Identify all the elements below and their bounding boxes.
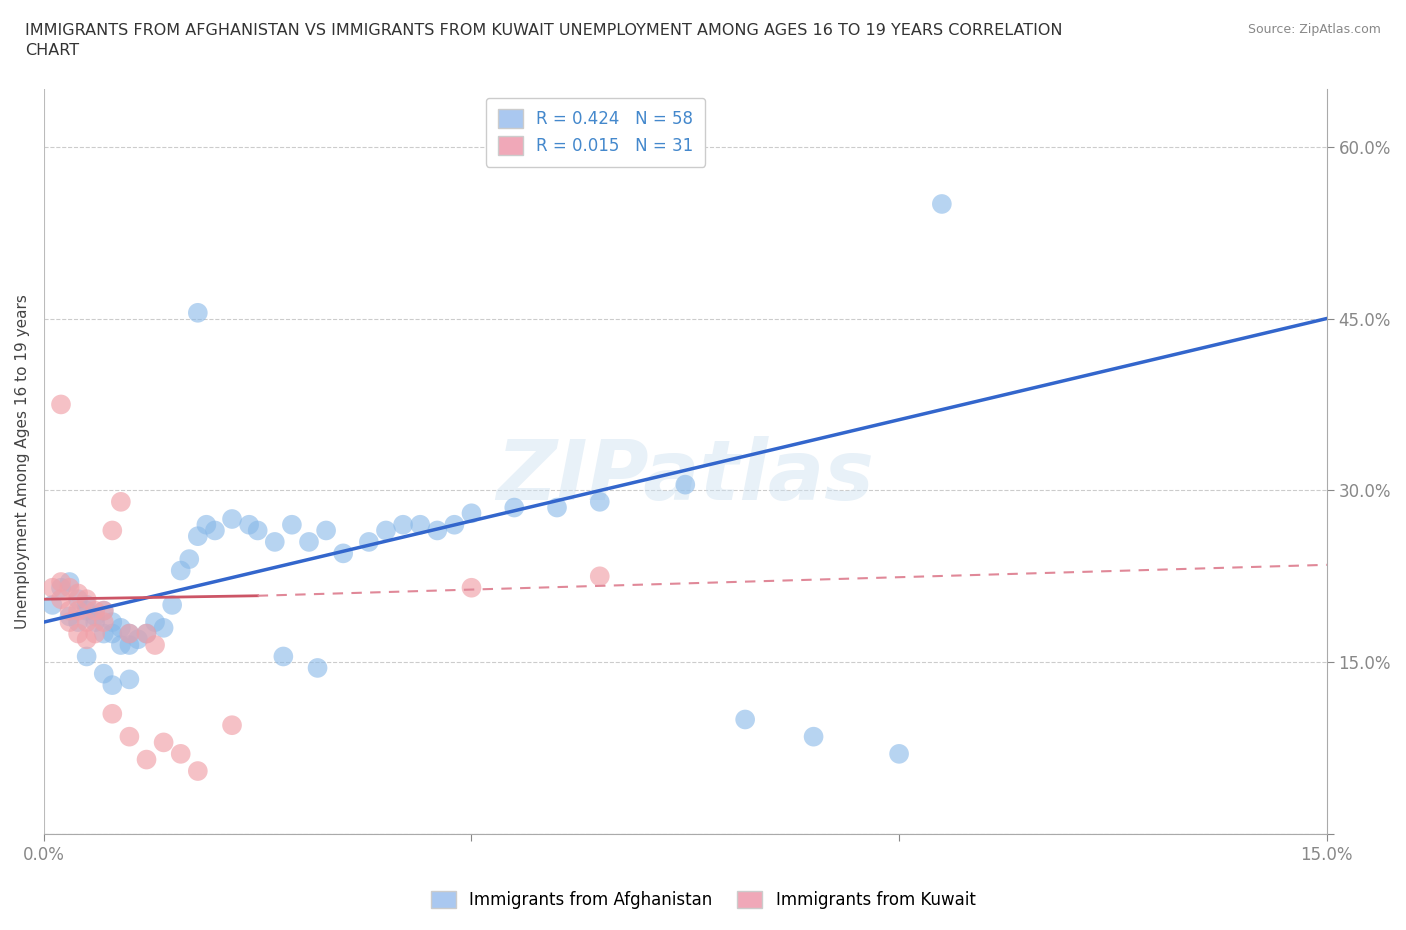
Y-axis label: Unemployment Among Ages 16 to 19 years: Unemployment Among Ages 16 to 19 years: [15, 294, 30, 630]
Point: [263, 535, 285, 550]
Point: [93, 666, 115, 681]
Point: [409, 517, 432, 532]
Point: [110, 495, 132, 510]
Point: [41, 597, 63, 612]
Text: IMMIGRANTS FROM AFGHANISTAN VS IMMIGRANTS FROM KUWAIT UNEMPLOYMENT AMONG AGES 16: IMMIGRANTS FROM AFGHANISTAN VS IMMIGRANT…: [25, 23, 1063, 58]
Point: [187, 305, 209, 320]
Point: [931, 196, 953, 211]
Point: [673, 477, 696, 492]
Point: [426, 523, 449, 538]
Point: [503, 500, 526, 515]
Point: [179, 551, 201, 566]
Point: [49, 397, 72, 412]
Point: [76, 615, 98, 630]
Point: [101, 523, 124, 538]
Point: [84, 626, 107, 641]
Point: [110, 638, 132, 653]
Point: [76, 597, 98, 612]
Point: [152, 735, 174, 750]
Point: [93, 615, 115, 630]
Point: [110, 620, 132, 635]
Point: [546, 500, 568, 515]
Point: [76, 631, 98, 646]
Point: [281, 517, 304, 532]
Point: [41, 580, 63, 595]
Point: [170, 747, 193, 762]
Point: [58, 575, 80, 590]
Point: [84, 615, 107, 630]
Point: [67, 604, 90, 618]
Point: [67, 626, 90, 641]
Point: [93, 604, 115, 618]
Point: [246, 523, 269, 538]
Point: [58, 604, 80, 618]
Point: [118, 672, 141, 687]
Point: [67, 586, 90, 601]
Point: [315, 523, 337, 538]
Point: [49, 575, 72, 590]
Point: [76, 604, 98, 618]
Point: [135, 626, 157, 641]
Point: [118, 626, 141, 641]
Text: ZIPatlas: ZIPatlas: [496, 436, 875, 517]
Point: [307, 660, 329, 675]
Point: [135, 626, 157, 641]
Point: [273, 649, 295, 664]
Point: [76, 649, 98, 664]
Point: [58, 609, 80, 624]
Point: [118, 638, 141, 653]
Point: [221, 512, 243, 526]
Legend: R = 0.424   N = 58, R = 0.015   N = 31: R = 0.424 N = 58, R = 0.015 N = 31: [486, 98, 704, 166]
Point: [49, 580, 72, 595]
Point: [67, 615, 90, 630]
Point: [460, 580, 482, 595]
Point: [127, 631, 149, 646]
Point: [170, 563, 193, 578]
Point: [460, 506, 482, 521]
Point: [84, 609, 107, 624]
Point: [298, 535, 321, 550]
Point: [803, 729, 825, 744]
Point: [589, 495, 612, 510]
Point: [84, 604, 107, 618]
Legend: Immigrants from Afghanistan, Immigrants from Kuwait: Immigrants from Afghanistan, Immigrants …: [422, 883, 984, 917]
Point: [357, 535, 380, 550]
Point: [93, 604, 115, 618]
Point: [332, 546, 354, 561]
Point: [443, 517, 465, 532]
Point: [93, 626, 115, 641]
Point: [152, 620, 174, 635]
Text: Source: ZipAtlas.com: Source: ZipAtlas.com: [1247, 23, 1381, 36]
Point: [143, 638, 166, 653]
Point: [118, 626, 141, 641]
Point: [58, 615, 80, 630]
Point: [204, 523, 226, 538]
Point: [118, 729, 141, 744]
Point: [734, 712, 756, 727]
Point: [887, 747, 910, 762]
Point: [67, 591, 90, 606]
Point: [187, 764, 209, 778]
Point: [76, 591, 98, 606]
Point: [238, 517, 260, 532]
Point: [49, 591, 72, 606]
Point: [58, 580, 80, 595]
Point: [101, 626, 124, 641]
Point: [160, 597, 183, 612]
Point: [589, 569, 612, 584]
Point: [375, 523, 398, 538]
Point: [392, 517, 415, 532]
Point: [143, 615, 166, 630]
Point: [135, 752, 157, 767]
Point: [101, 615, 124, 630]
Point: [195, 517, 218, 532]
Point: [101, 706, 124, 721]
Point: [101, 678, 124, 693]
Point: [187, 529, 209, 544]
Point: [221, 718, 243, 733]
